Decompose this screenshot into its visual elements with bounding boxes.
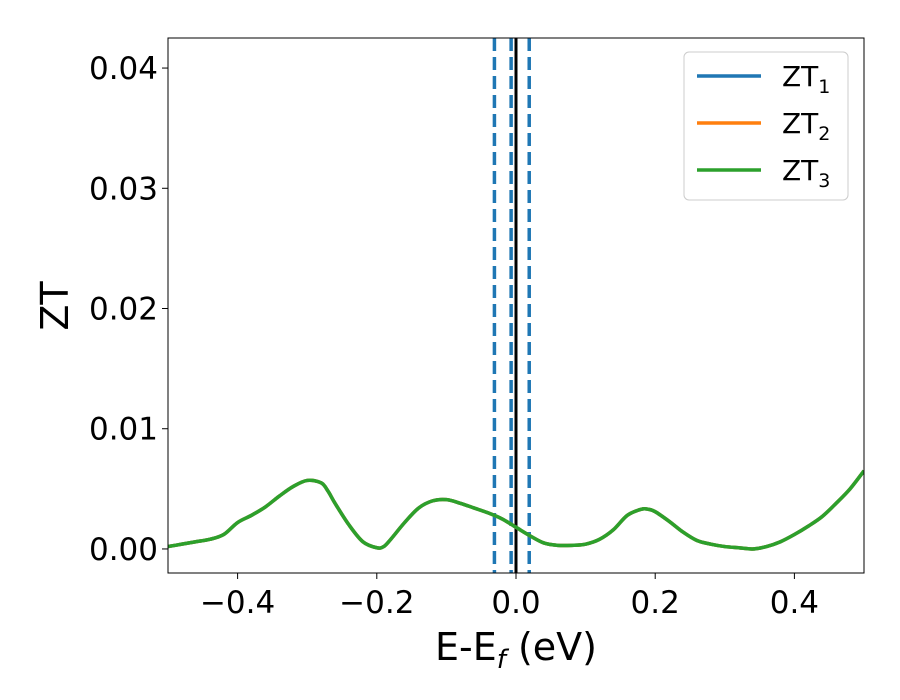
- legend-label-zt2: ZT2: [782, 107, 830, 145]
- legend-label-zt1: ZT1: [782, 60, 830, 98]
- reference-lines: [492, 38, 531, 573]
- x-tick-label: 0.2: [631, 585, 680, 621]
- x-tick-label: 0.4: [770, 585, 819, 621]
- y-axis: 0.00 0.01 0.02 0.03 0.04: [89, 51, 168, 568]
- x-tick-label: −0.4: [200, 585, 275, 621]
- x-axis-label: E-Ef (eV): [435, 625, 597, 675]
- legend: ZT1 ZT2 ZT3: [683, 51, 849, 201]
- legend-label-zt3: ZT3: [782, 154, 830, 192]
- series-layer: [168, 469, 864, 551]
- y-tick-label: 0.04: [89, 51, 158, 87]
- x-axis: −0.4 −0.2 0.0 0.2 0.4: [200, 573, 819, 621]
- legend-box: [683, 51, 849, 201]
- y-tick-label: 0.01: [89, 412, 158, 448]
- y-tick-label: 0.02: [89, 292, 158, 328]
- y-axis-label: ZT: [33, 281, 77, 331]
- y-tick-label: 0.00: [89, 532, 158, 568]
- y-tick-label: 0.03: [89, 171, 158, 207]
- series-line-zt3: [168, 469, 864, 551]
- x-tick-label: −0.2: [339, 585, 414, 621]
- x-tick-label: 0.0: [491, 585, 540, 621]
